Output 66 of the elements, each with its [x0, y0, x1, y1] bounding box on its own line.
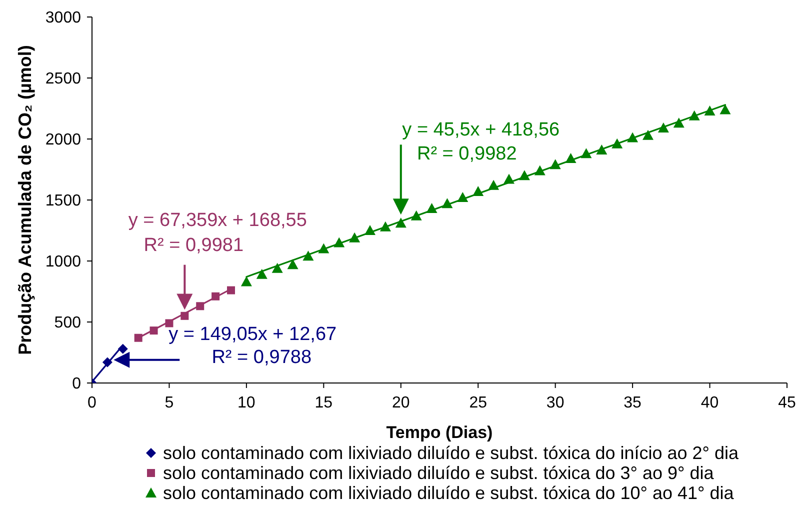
y-tick-label: 2500	[45, 70, 82, 88]
x-axis-title: Tempo (Dias)	[386, 423, 493, 442]
y-tick-label: 0	[72, 376, 82, 393]
x-tick-label: 45	[778, 394, 796, 412]
point	[380, 221, 391, 232]
point	[442, 198, 453, 208]
legend-label: solo contaminado com lixiviado diluído e subst. tóxica do início ao 2° dia	[163, 442, 739, 464]
point	[642, 130, 654, 140]
y-tick-label: 500	[54, 314, 82, 332]
point	[596, 144, 608, 154]
y-tick-label: 1000	[45, 254, 82, 271]
point	[704, 105, 716, 116]
point	[240, 276, 252, 286]
point	[287, 259, 298, 270]
annotation: y = 45,5x + 418,56 R² = 0,9982	[402, 120, 560, 165]
point	[349, 232, 360, 242]
point	[488, 180, 500, 190]
x-tick-label: 20	[392, 394, 410, 412]
point	[165, 319, 174, 328]
point	[150, 326, 158, 335]
legend-label: solo contaminado com lixiviado diluído e subst. tóxica do 3° ao 9° dia	[163, 462, 714, 484]
point	[550, 159, 561, 170]
point	[302, 250, 314, 261]
y-tick-label: 1500	[45, 192, 82, 210]
point	[472, 186, 484, 196]
point	[504, 174, 514, 184]
point	[457, 192, 468, 202]
point	[318, 243, 330, 254]
point	[534, 165, 546, 176]
point	[565, 153, 576, 164]
y-axis-title: Produção Acumulada de CO₂ (µmol)	[15, 45, 35, 355]
point	[102, 357, 112, 368]
point	[180, 312, 189, 320]
x-tick-label: 35	[624, 394, 642, 412]
y-tick-label: 2000	[45, 132, 82, 149]
x-tick-label: 5	[164, 394, 174, 412]
legend-label: solo contaminado com lixiviado diluído e subst. tóxica do 10° ao 41° dia	[163, 482, 734, 504]
point	[364, 225, 376, 235]
annotation: y = 67,359x + 168,55 R² = 0,9981	[128, 210, 307, 256]
point	[658, 122, 669, 133]
point	[395, 218, 406, 228]
point	[118, 344, 128, 354]
point	[256, 268, 268, 279]
x-tick-label: 25	[469, 394, 488, 412]
point	[720, 104, 731, 114]
annotation: y = 149,05x + 12,67 R² = 0,9788	[168, 324, 337, 368]
x-tick-label: 10	[238, 394, 256, 412]
point	[673, 118, 684, 128]
point	[227, 286, 235, 294]
y-tick-label: 3000	[45, 10, 82, 27]
point	[410, 210, 422, 220]
point	[518, 170, 530, 180]
x-tick-label: 15	[314, 394, 333, 412]
point	[612, 138, 623, 148]
point	[334, 237, 345, 248]
point	[272, 262, 283, 273]
x-tick-label: 0	[88, 394, 97, 412]
x-tick-label: 30	[546, 394, 564, 412]
point	[212, 292, 220, 300]
point	[196, 302, 204, 310]
point	[627, 132, 638, 142]
point	[688, 110, 700, 120]
point	[426, 203, 438, 214]
point	[580, 148, 592, 158]
point	[134, 334, 142, 342]
x-tick-label: 40	[700, 394, 719, 412]
